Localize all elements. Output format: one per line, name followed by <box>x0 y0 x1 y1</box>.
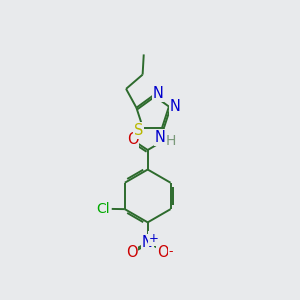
Text: O: O <box>158 245 169 260</box>
Text: S: S <box>134 123 143 138</box>
Text: N: N <box>169 99 181 114</box>
Text: O: O <box>126 245 137 260</box>
Text: N: N <box>155 130 166 145</box>
Text: +: + <box>149 232 159 245</box>
Text: N: N <box>153 86 164 101</box>
Text: N: N <box>142 235 153 250</box>
Text: -: - <box>168 244 173 258</box>
Text: O: O <box>127 132 138 147</box>
Text: Cl: Cl <box>96 202 110 216</box>
Text: H: H <box>166 134 176 148</box>
